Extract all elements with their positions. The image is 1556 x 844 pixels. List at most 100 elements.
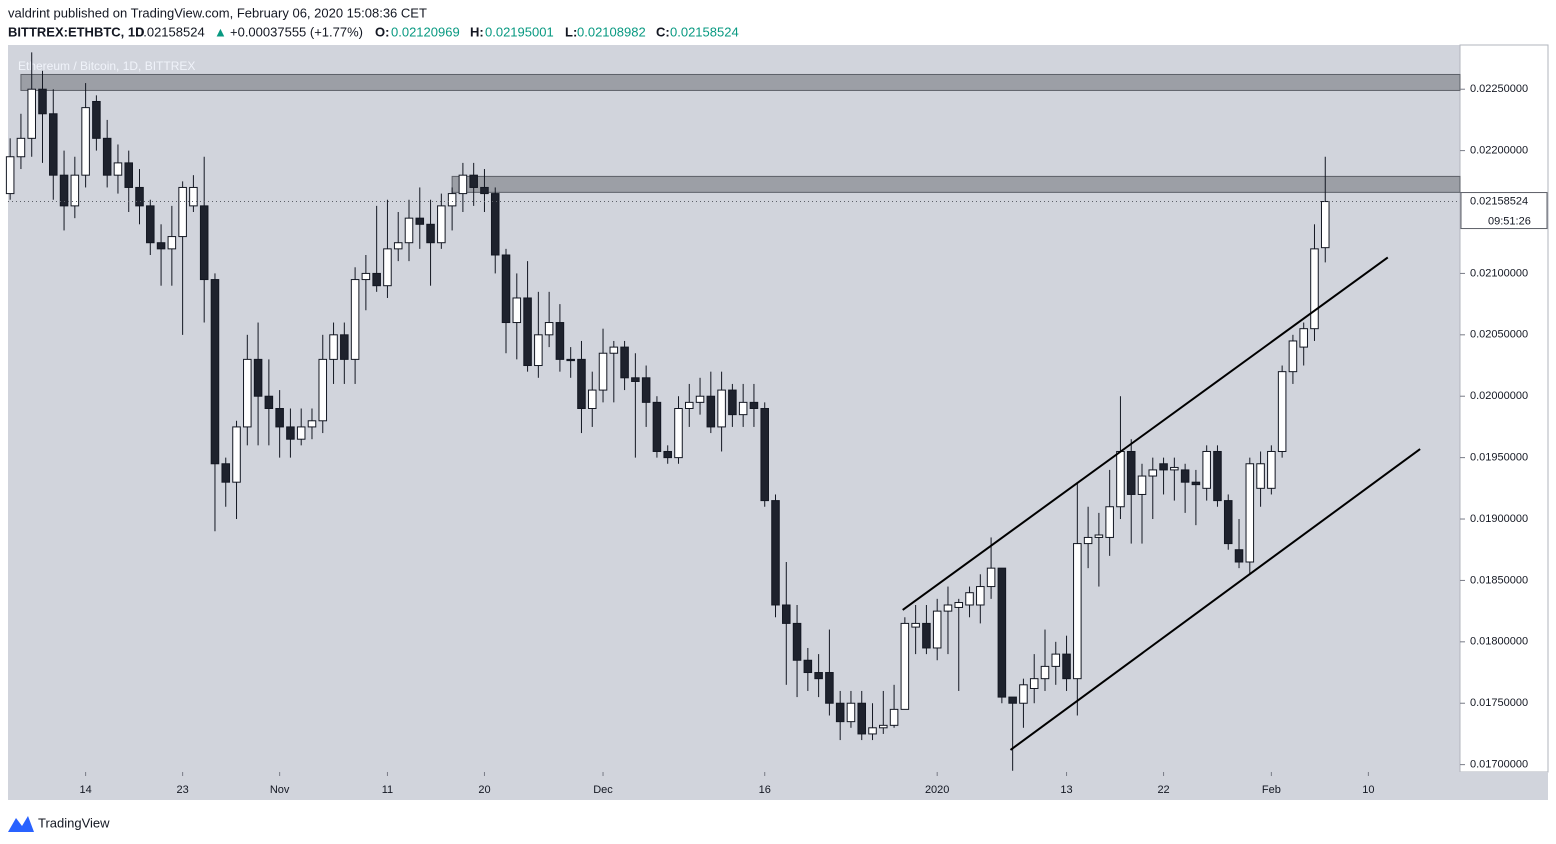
candle-body	[199, 205, 209, 281]
candle-body	[16, 137, 26, 158]
y-tick-label: 0.01800000	[1470, 636, 1528, 648]
candle-body	[1094, 534, 1104, 538]
candle-body	[296, 426, 306, 440]
candle-body	[717, 389, 726, 428]
candle-body	[1073, 543, 1082, 680]
candle-body	[857, 702, 867, 735]
candle-body	[1310, 248, 1319, 330]
candle-body	[1159, 463, 1168, 471]
candle-body	[307, 420, 317, 428]
candle-body	[1299, 328, 1308, 348]
candle-body	[846, 702, 856, 723]
candle-body	[782, 604, 791, 624]
candle-body	[5, 156, 15, 195]
candle-body	[447, 193, 457, 207]
candle-body	[911, 622, 920, 628]
candle-body	[1223, 500, 1233, 545]
y-tick-label: 0.02100000	[1470, 267, 1528, 279]
symbol-line: BITTREX:ETHBTC, 1D	[8, 24, 145, 39]
publish-info: valdrint published on TradingView.com, F…	[8, 5, 427, 20]
candle-body	[1019, 684, 1028, 704]
candle-body	[986, 567, 996, 588]
candle-body	[641, 377, 651, 403]
candle-body	[1202, 450, 1211, 489]
candle-body	[124, 162, 134, 188]
x-tick-label: 13	[1060, 784, 1072, 796]
candle-body	[393, 242, 403, 250]
candle-body	[760, 408, 769, 502]
candle-body	[1288, 340, 1298, 373]
x-tick-label: 2020	[925, 784, 949, 796]
change-arrow: ▲	[214, 24, 227, 39]
candle-body	[372, 272, 381, 287]
y-tick-label: 0.02000000	[1470, 390, 1528, 402]
candle-body	[598, 352, 608, 391]
candle-body	[1105, 506, 1114, 538]
low-value: 0.02108982	[577, 24, 646, 39]
x-tick-label: 10	[1362, 784, 1374, 796]
candle-body	[652, 401, 662, 452]
candle-body	[512, 297, 522, 324]
y-tick-label: 0.01750000	[1470, 697, 1528, 709]
candle-body	[976, 586, 985, 606]
candle-body	[555, 322, 565, 360]
x-tick-label: 16	[759, 784, 771, 796]
y-tick-label: 0.02200000	[1470, 145, 1528, 157]
change: +0.00037555 (+1.77%)	[230, 24, 363, 39]
candle-body	[1180, 469, 1190, 483]
candle-body	[27, 88, 36, 139]
candle-body	[1029, 678, 1039, 689]
candle-body	[135, 186, 144, 207]
logo-icon	[8, 816, 34, 832]
candle-body	[1277, 371, 1287, 452]
y-tick-label: 0.02050000	[1470, 329, 1528, 341]
x-tick-label: 22	[1157, 784, 1169, 796]
candle-body	[210, 279, 220, 465]
candle-body	[275, 408, 284, 428]
y-tick-label: 0.01850000	[1470, 574, 1528, 586]
x-tick-label: 11	[382, 784, 393, 796]
candle-body	[749, 401, 759, 410]
candle-body	[178, 186, 187, 238]
candle-body	[92, 100, 101, 139]
x-tick-label: Nov	[270, 784, 290, 796]
candle-body	[156, 242, 166, 250]
candle-body	[1213, 450, 1222, 502]
y-tick-label: 0.01700000	[1470, 759, 1528, 771]
candle-body	[1051, 653, 1061, 667]
close-value: 0.02158524	[670, 24, 739, 39]
candle-body	[868, 727, 877, 735]
candle-body	[631, 377, 640, 382]
candle-body	[243, 358, 252, 428]
candle-body	[835, 702, 845, 723]
candle-body	[286, 426, 295, 440]
x-tick-label: 14	[79, 784, 91, 796]
price: 0.02158524	[136, 24, 205, 39]
candle-body	[684, 401, 694, 410]
candle-body	[232, 426, 241, 483]
candle-body	[1008, 696, 1017, 704]
candle-body	[81, 107, 90, 176]
candle-body	[1062, 653, 1071, 680]
zone	[451, 175, 1461, 193]
candle-body	[695, 395, 705, 403]
candle-body	[404, 217, 414, 244]
x-tick-label: Dec	[593, 784, 613, 796]
brand-name: TradingView	[38, 815, 110, 830]
candle-body	[674, 408, 683, 459]
plot: Ethereum / Bitcoin, 1D, BITTREX 0.0170000…	[5, 44, 1549, 800]
candle-body	[566, 358, 575, 362]
candle-body	[738, 401, 748, 416]
candle-body	[167, 236, 177, 250]
candle-body	[1116, 450, 1125, 508]
candle-body	[437, 205, 446, 244]
candle-body	[932, 610, 942, 649]
candle-body	[469, 174, 478, 188]
candle-body	[965, 592, 974, 606]
watermark: Ethereum / Bitcoin, 1D, BITTREX	[18, 59, 195, 73]
high-value: 0.02195001	[485, 24, 554, 39]
candle-body	[609, 346, 619, 354]
candle-body	[544, 322, 554, 336]
trend-line	[902, 256, 1389, 611]
